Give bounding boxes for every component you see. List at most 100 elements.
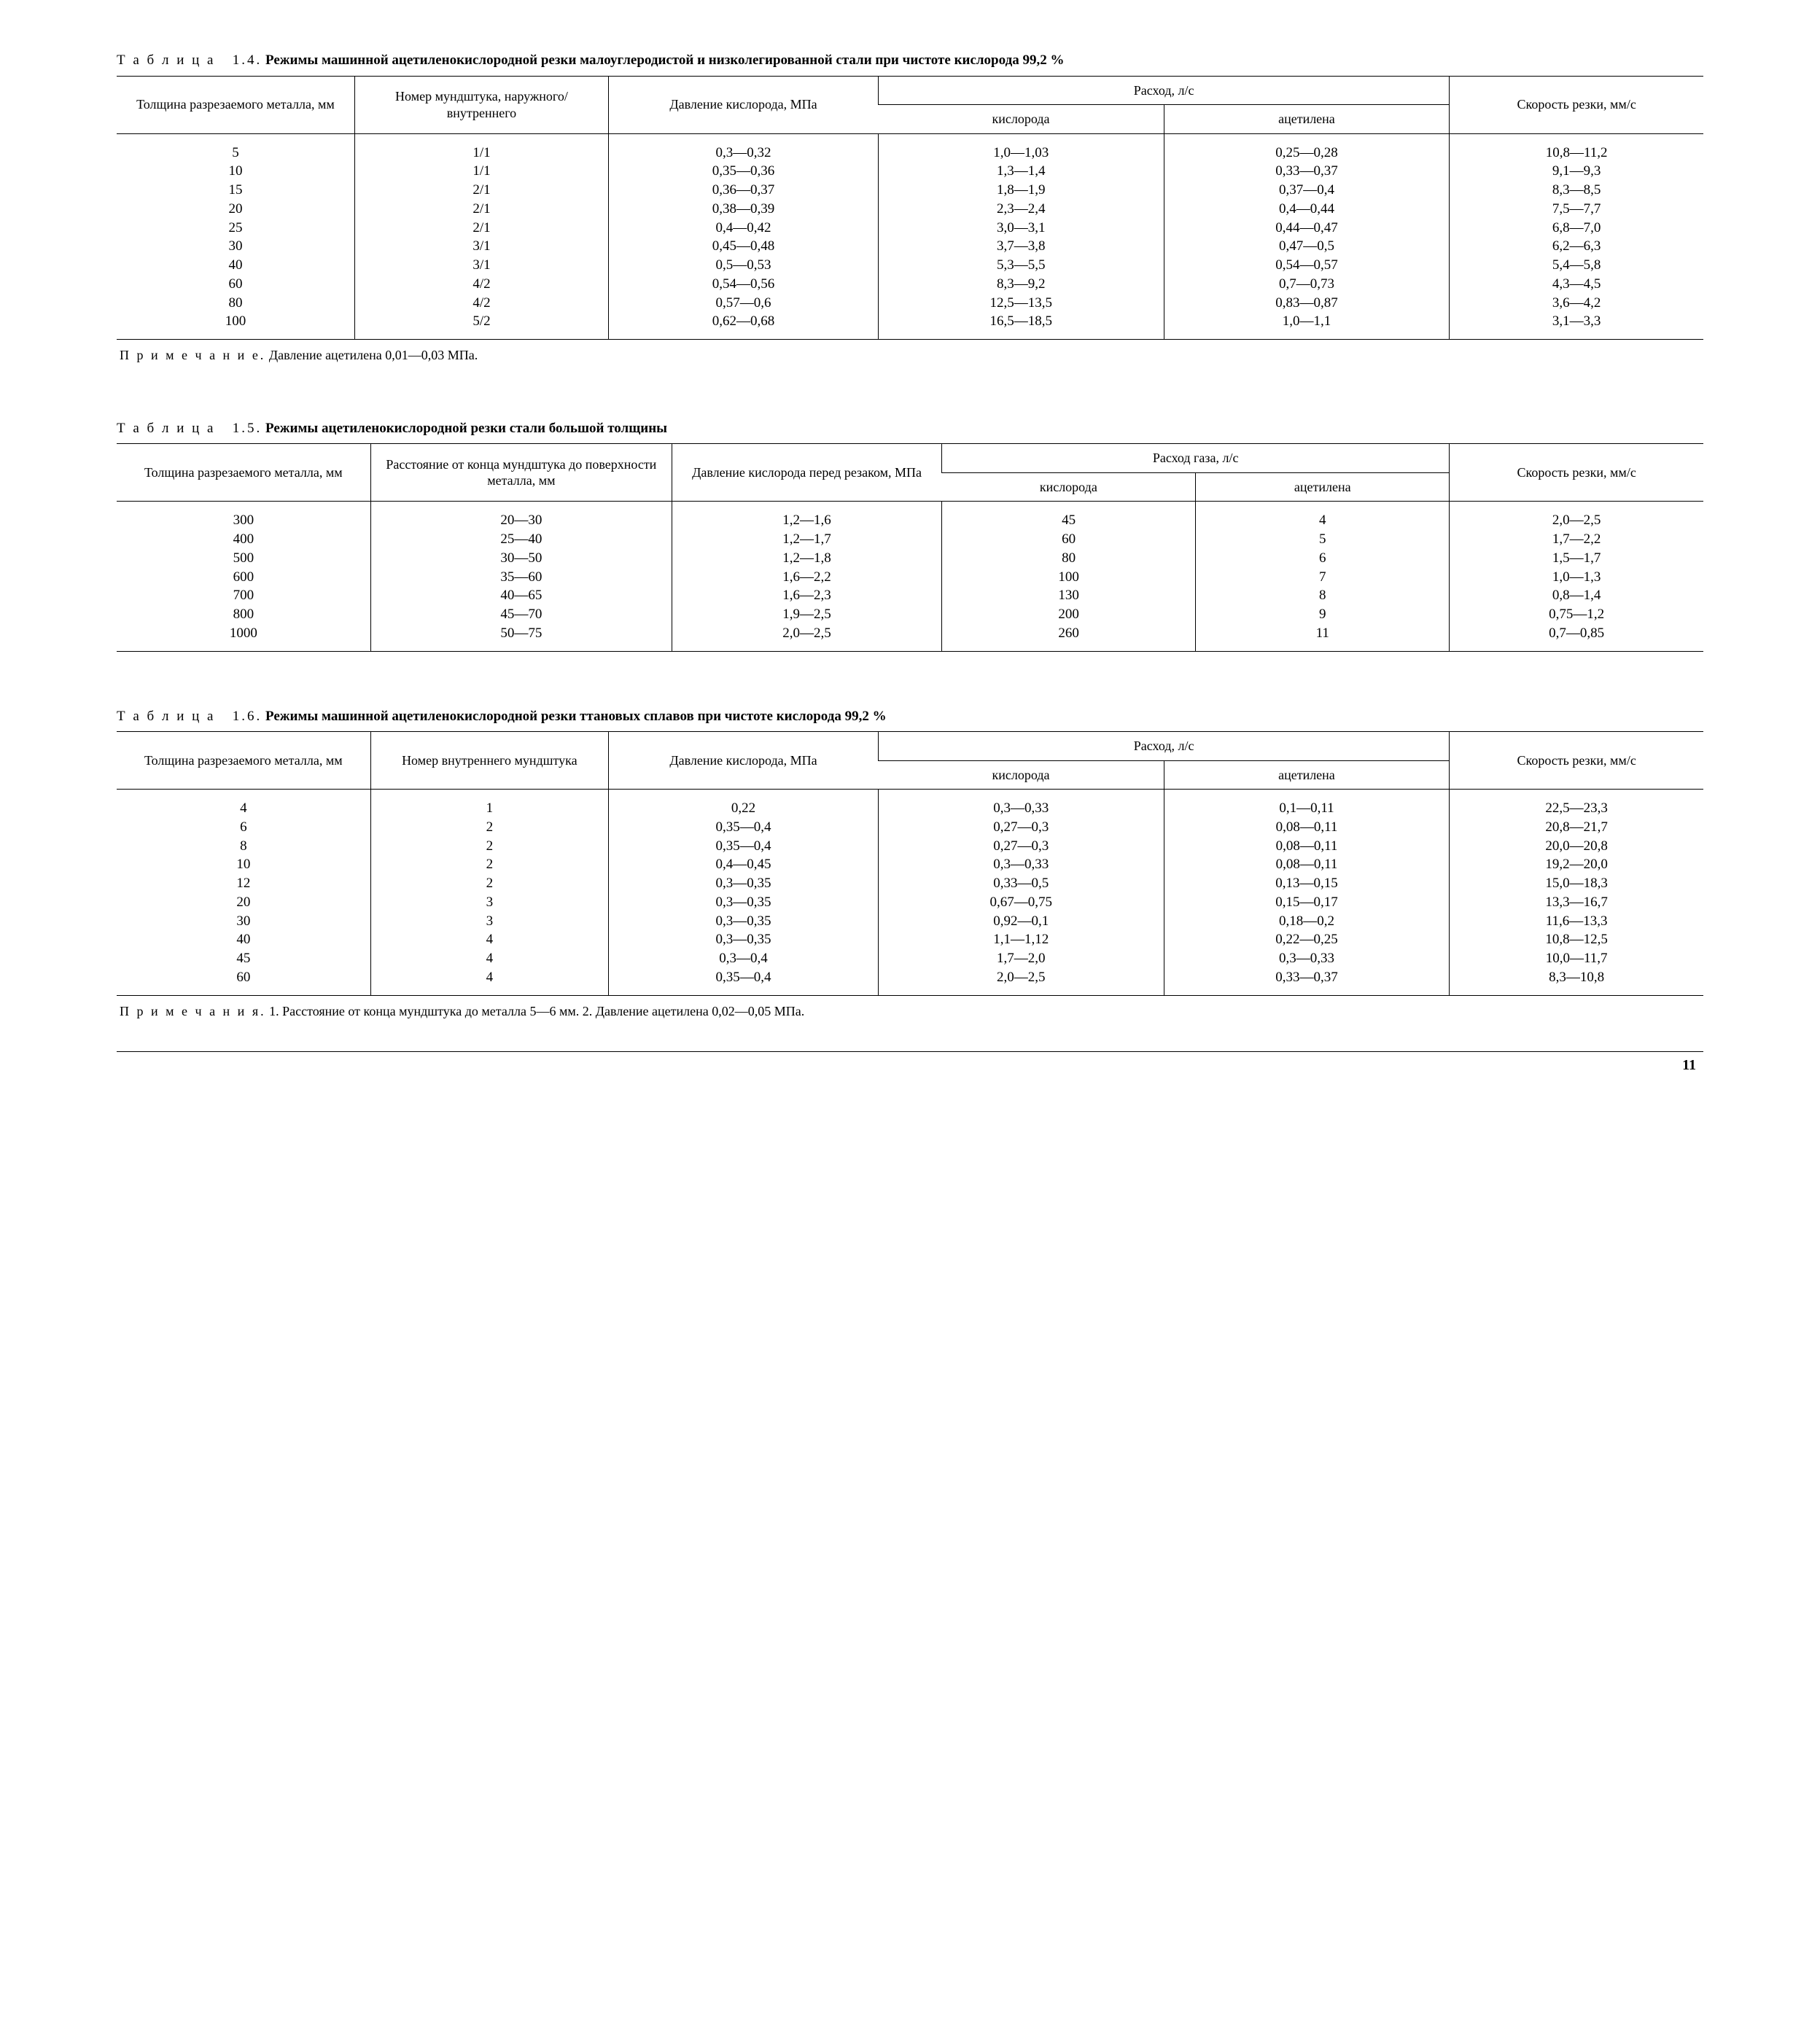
table-1-6-grid: Толщина разрезаемого металла, мм Номер в… (117, 731, 1703, 996)
table-cell: 100 (942, 568, 1196, 587)
table-cell: 4 (117, 790, 370, 818)
table-cell: 300 (117, 502, 370, 530)
table-cell: 12,5—13,5 (878, 294, 1164, 313)
table-cell: 2/1 (354, 181, 608, 200)
table-cell: 0,08—0,11 (1164, 855, 1450, 874)
col-pressure: Давление кислорода, МПа (609, 732, 879, 790)
table-cell: 0,35—0,4 (609, 968, 879, 995)
table-cell: 8 (117, 837, 370, 856)
table-cell: 0,27—0,3 (878, 818, 1164, 837)
table-cell: 1,7—2,0 (878, 949, 1164, 968)
caption-title: Режимы ацетиленокислородной резки стали … (265, 421, 667, 436)
caption-label: Т а б л и ц а 1.6. (117, 709, 262, 724)
table-row: 51/10,3—0,321,0—1,030,25—0,2810,8—11,2 (117, 133, 1703, 162)
table-row: 1020,4—0,450,3—0,330,08—0,1119,2—20,0 (117, 855, 1703, 874)
table-cell: 2 (370, 855, 608, 874)
table-cell: 3 (370, 893, 608, 912)
table-cell: 0,36—0,37 (609, 181, 879, 200)
table-row: 252/10,4—0,423,0—3,10,44—0,476,8—7,0 (117, 219, 1703, 238)
table-cell: 0,3—0,33 (878, 790, 1164, 818)
table-cell: 3/1 (354, 237, 608, 256)
col-thickness: Толщина разрезаемого металла, мм (117, 732, 370, 790)
table-cell: 600 (117, 568, 370, 587)
col-flow-ace: ацетилена (1164, 105, 1450, 134)
table-row: 100050—752,0—2,5260110,7—0,85 (117, 624, 1703, 651)
table-cell: 1,1—1,12 (878, 930, 1164, 949)
table-cell: 0,54—0,56 (609, 275, 879, 294)
col-flow-ace: ацетилена (1196, 472, 1450, 502)
table-cell: 0,3—0,32 (609, 133, 879, 162)
table-cell: 1,0—1,1 (1164, 312, 1450, 339)
table-cell: 0,35—0,4 (609, 818, 879, 837)
table-1-6-caption: Т а б л и ц а 1.6. Режимы машинной ацети… (117, 707, 1703, 726)
table-cell: 6,2—6,3 (1450, 237, 1703, 256)
table-row: 40025—401,2—1,76051,7—2,2 (117, 530, 1703, 549)
table-cell: 400 (117, 530, 370, 549)
table-row: 604/20,54—0,568,3—9,20,7—0,734,3—4,5 (117, 275, 1703, 294)
table-cell: 3 (370, 912, 608, 931)
table-cell: 0,18—0,2 (1164, 912, 1450, 931)
table-cell: 30 (117, 237, 354, 256)
table-1-5-body: 30020—301,2—1,64542,0—2,540025—401,2—1,7… (117, 502, 1703, 651)
table-row: 30020—301,2—1,64542,0—2,5 (117, 502, 1703, 530)
table-cell: 19,2—20,0 (1450, 855, 1703, 874)
col-distance: Расстояние от конца мундштука до поверхн… (370, 444, 672, 502)
table-cell: 2 (370, 874, 608, 893)
table-cell: 0,35—0,36 (609, 162, 879, 181)
table-cell: 0,33—0,37 (1164, 968, 1450, 995)
table-cell: 200 (942, 605, 1196, 624)
table-cell: 6 (1196, 549, 1450, 568)
table-cell: 35—60 (370, 568, 672, 587)
table-cell: 0,13—0,15 (1164, 874, 1450, 893)
table-cell: 0,7—0,85 (1450, 624, 1703, 651)
col-flow-oxy: кислорода (878, 105, 1164, 134)
table-row: 1005/20,62—0,6816,5—18,51,0—1,13,1—3,3 (117, 312, 1703, 339)
col-flow: Расход, л/с (878, 76, 1449, 105)
table-cell: 2,0—2,5 (672, 624, 942, 651)
table-row: 60035—601,6—2,210071,0—1,3 (117, 568, 1703, 587)
table-cell: 10,0—11,7 (1450, 949, 1703, 968)
table-cell: 80 (942, 549, 1196, 568)
table-cell: 130 (942, 586, 1196, 605)
table-cell: 0,67—0,75 (878, 893, 1164, 912)
table-row: 303/10,45—0,483,7—3,80,47—0,56,2—6,3 (117, 237, 1703, 256)
table-cell: 0,47—0,5 (1164, 237, 1450, 256)
col-speed: Скорость резки, мм/с (1450, 76, 1703, 133)
table-cell: 10 (117, 855, 370, 874)
table-cell: 2/1 (354, 219, 608, 238)
table-row: 4540,3—0,41,7—2,00,3—0,3310,0—11,7 (117, 949, 1703, 968)
table-cell: 0,62—0,68 (609, 312, 879, 339)
table-cell: 10,8—11,2 (1450, 133, 1703, 162)
table-cell: 25—40 (370, 530, 672, 549)
table-cell: 9 (1196, 605, 1450, 624)
table-cell: 100 (117, 312, 354, 339)
table-cell: 0,37—0,4 (1164, 181, 1450, 200)
table-cell: 0,3—0,35 (609, 893, 879, 912)
table-cell: 1,3—1,4 (878, 162, 1164, 181)
table-cell: 2,3—2,4 (878, 200, 1164, 219)
note-label: П р и м е ч а н и я. (120, 1004, 266, 1018)
table-cell: 8,3—8,5 (1450, 181, 1703, 200)
table-cell: 0,3—0,33 (1164, 949, 1450, 968)
table-cell: 9,1—9,3 (1450, 162, 1703, 181)
table-cell: 0,3—0,4 (609, 949, 879, 968)
table-cell: 0,35—0,4 (609, 837, 879, 856)
table-cell: 11 (1196, 624, 1450, 651)
table-cell: 0,3—0,35 (609, 874, 879, 893)
table-cell: 1,2—1,7 (672, 530, 942, 549)
table-1-4-caption: Т а б л и ц а 1.4. Режимы машинной ацети… (117, 51, 1703, 70)
table-cell: 0,45—0,48 (609, 237, 879, 256)
col-nozzle: Номер внутреннего мундштука (370, 732, 608, 790)
col-flow-oxy: кислорода (942, 472, 1196, 502)
table-cell: 1,5—1,7 (1450, 549, 1703, 568)
table-cell: 8,3—10,8 (1450, 968, 1703, 995)
table-cell: 4 (370, 968, 608, 995)
table-cell: 4 (1196, 502, 1450, 530)
table-cell: 5,4—5,8 (1450, 256, 1703, 275)
caption-label: Т а б л и ц а 1.5. (117, 421, 262, 436)
table-cell: 1,6—2,2 (672, 568, 942, 587)
table-row: 2030,3—0,350,67—0,750,15—0,1713,3—16,7 (117, 893, 1703, 912)
table-cell: 4,3—4,5 (1450, 275, 1703, 294)
table-cell: 2/1 (354, 200, 608, 219)
table-1-5: Т а б л и ц а 1.5. Режимы ацетиленокисло… (117, 419, 1703, 652)
